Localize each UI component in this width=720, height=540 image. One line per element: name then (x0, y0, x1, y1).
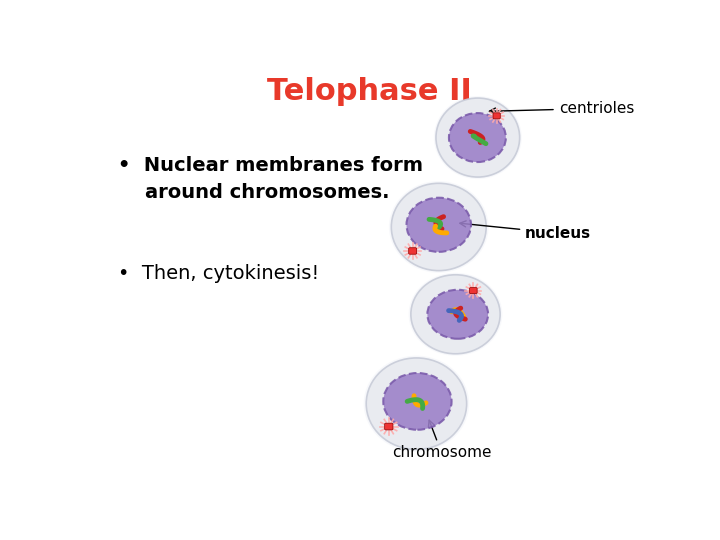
Ellipse shape (392, 183, 486, 271)
Ellipse shape (436, 98, 520, 177)
Ellipse shape (364, 356, 469, 451)
Ellipse shape (449, 113, 506, 162)
Text: nucleus: nucleus (460, 221, 591, 241)
Ellipse shape (428, 290, 488, 339)
FancyBboxPatch shape (384, 423, 393, 430)
Ellipse shape (409, 273, 503, 356)
Ellipse shape (411, 275, 500, 354)
Ellipse shape (366, 358, 467, 449)
Text: centrioles: centrioles (490, 101, 634, 116)
Ellipse shape (434, 96, 522, 179)
Ellipse shape (389, 181, 489, 273)
FancyBboxPatch shape (409, 248, 417, 254)
Ellipse shape (383, 373, 451, 430)
Text: chromosome: chromosome (392, 420, 491, 460)
FancyBboxPatch shape (493, 113, 500, 119)
Text: Telophase II: Telophase II (266, 77, 472, 106)
Ellipse shape (407, 198, 471, 252)
Text: •  Then, cytokinesis!: • Then, cytokinesis! (118, 265, 319, 284)
FancyBboxPatch shape (469, 288, 477, 294)
Text: •  Nuclear membranes form
    around chromosomes.: • Nuclear membranes form around chromoso… (118, 156, 423, 202)
